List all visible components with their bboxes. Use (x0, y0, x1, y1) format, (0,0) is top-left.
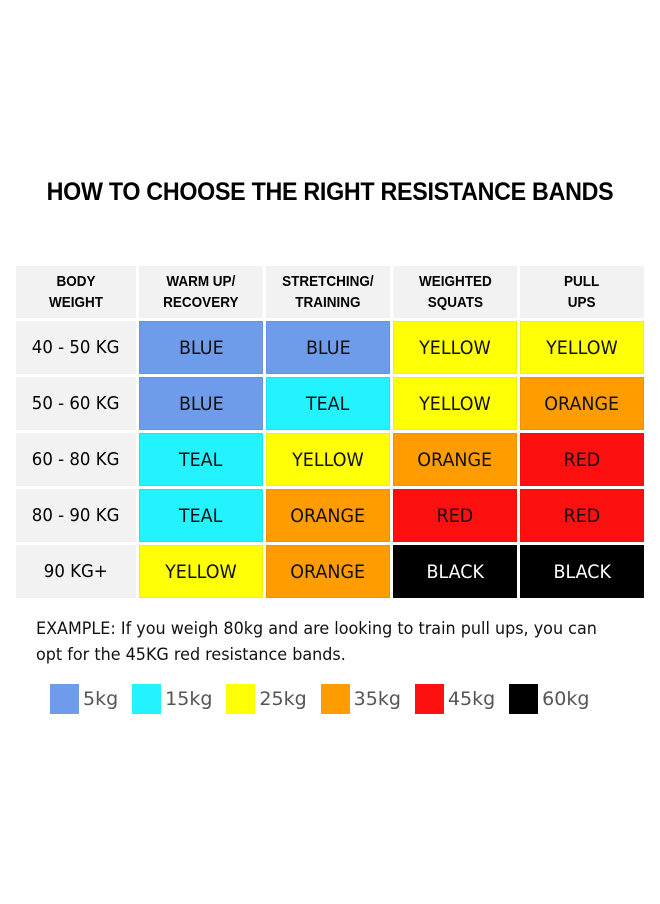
legend-item-60kg: 60kg (509, 684, 589, 714)
header-body-weight: BODY WEIGHT (16, 266, 136, 318)
legend-swatch (414, 684, 444, 714)
header-warm-up-recovery: WARM UP/ RECOVERY (139, 266, 263, 318)
legend-label: 15kg (165, 688, 213, 710)
band-cell: YELLOW (520, 321, 644, 374)
band-cell: ORANGE (266, 489, 390, 542)
legend-item-45kg: 45kg (414, 684, 496, 714)
band-cell: ORANGE (266, 545, 390, 598)
band-cell: RED (520, 489, 644, 542)
band-cell: YELLOW (266, 433, 390, 486)
legend-item-15kg: 15kg (132, 684, 212, 714)
band-cell: BLUE (139, 321, 263, 374)
row-weight-label: 40 - 50 KG (16, 321, 136, 374)
legend-swatch (509, 684, 539, 714)
color-legend: 5kg 15kg 25kg 35kg 45kg 60kg (50, 683, 603, 715)
band-selection-table: BODY WEIGHT WARM UP/ RECOVERY STRETCHING… (16, 266, 644, 598)
band-cell: BLACK (393, 545, 517, 598)
row-weight-label: 50 - 60 KG (16, 377, 136, 430)
legend-swatch (50, 684, 79, 714)
band-cell: YELLOW (393, 377, 517, 430)
band-cell: YELLOW (393, 321, 517, 374)
header-weighted-squats: WEIGHTED SQUATS (393, 266, 517, 318)
band-cell: RED (393, 489, 517, 542)
row-weight-label: 90 KG+ (16, 545, 136, 598)
example-note: EXAMPLE: If you weigh 80kg and are looki… (36, 619, 597, 665)
band-cell: ORANGE (393, 433, 517, 486)
band-cell: TEAL (266, 377, 390, 430)
row-weight-label: 80 - 90 KG (16, 489, 136, 542)
band-cell: BLACK (520, 545, 644, 598)
legend-item-25kg: 25kg (226, 684, 307, 714)
header-stretching-training: STRETCHING/ TRAINING (266, 266, 390, 318)
band-cell: BLUE (266, 321, 390, 374)
legend-item-5kg: 5kg (50, 684, 118, 714)
legend-item-35kg: 35kg (320, 684, 401, 714)
band-cell: BLUE (139, 377, 263, 430)
legend-label: 35kg (353, 688, 401, 710)
band-cell: ORANGE (520, 377, 644, 430)
legend-swatch (226, 684, 256, 714)
legend-swatch (132, 684, 162, 714)
legend-label: 5kg (83, 688, 119, 710)
legend-label: 25kg (259, 688, 307, 710)
legend-label: 45kg (447, 688, 496, 710)
header-pull-ups: PULL UPS (520, 266, 644, 318)
band-cell: YELLOW (139, 545, 263, 598)
legend-swatch (320, 684, 350, 714)
row-weight-label: 60 - 80 KG (16, 433, 136, 486)
band-cell: TEAL (139, 489, 263, 542)
page-title: HOW TO CHOOSE THE RIGHT RESISTANCE BANDS (46, 178, 614, 206)
band-cell: RED (520, 433, 644, 486)
legend-label: 60kg (542, 688, 590, 710)
band-cell: TEAL (139, 433, 263, 486)
